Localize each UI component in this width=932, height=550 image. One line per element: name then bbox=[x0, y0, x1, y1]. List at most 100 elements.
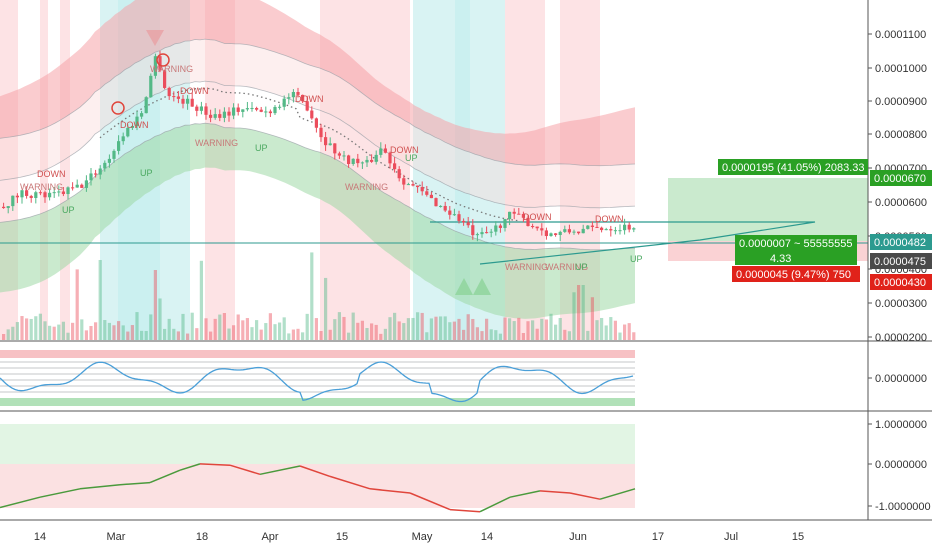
volume-bar bbox=[544, 319, 548, 340]
volume-bar bbox=[172, 328, 176, 340]
candle bbox=[347, 154, 351, 168]
ratio-label-bg bbox=[735, 251, 857, 265]
candle-body bbox=[429, 194, 433, 199]
candle-body bbox=[494, 225, 498, 232]
candle bbox=[153, 53, 157, 79]
volume-bar bbox=[489, 329, 493, 340]
candle-body bbox=[25, 190, 29, 196]
candle bbox=[204, 103, 208, 120]
position-tool[interactable] bbox=[0, 178, 868, 265]
volume-bar bbox=[149, 314, 153, 340]
volume-bar bbox=[558, 318, 562, 340]
candle-body bbox=[324, 137, 328, 146]
target-label-text: 0.0000195 (41.05%) 2083.33 bbox=[722, 162, 865, 174]
candle-body bbox=[618, 230, 622, 232]
candle bbox=[25, 186, 29, 199]
price-tick-label: 0.0000800 bbox=[875, 129, 927, 141]
profit-zone bbox=[668, 178, 868, 241]
candle bbox=[498, 223, 502, 233]
candle-body bbox=[15, 195, 19, 198]
trend-segment bbox=[509, 490, 541, 498]
candle bbox=[563, 225, 567, 233]
candle-body bbox=[397, 169, 401, 179]
up-label: UP bbox=[62, 205, 75, 215]
volume-bar bbox=[627, 323, 631, 340]
candle bbox=[144, 96, 148, 114]
candle bbox=[393, 157, 397, 173]
candle bbox=[360, 161, 364, 169]
candle bbox=[558, 230, 562, 242]
volume-bar bbox=[25, 318, 29, 340]
candle bbox=[374, 150, 378, 165]
candle-body bbox=[186, 98, 190, 104]
warning-label: WARNING bbox=[345, 182, 388, 192]
volume-bar bbox=[604, 325, 608, 340]
candle bbox=[535, 226, 539, 231]
volume-bar bbox=[632, 332, 636, 340]
candle-body bbox=[6, 206, 10, 209]
candle-body bbox=[475, 234, 479, 236]
trend-segment bbox=[569, 492, 601, 500]
candle bbox=[462, 218, 466, 226]
volume-bar bbox=[38, 313, 42, 340]
candle bbox=[305, 95, 309, 112]
trend-segment bbox=[229, 464, 261, 476]
volume-bar bbox=[264, 323, 268, 340]
candle bbox=[457, 210, 461, 224]
target-label: 0.0000195 (41.05%) 2083.33 bbox=[718, 159, 868, 175]
volume-bar bbox=[71, 322, 75, 340]
target-price-tag: 0.0000670 bbox=[870, 170, 932, 186]
volume-bar bbox=[232, 325, 236, 340]
candle-body bbox=[241, 109, 245, 112]
candle bbox=[572, 229, 576, 235]
volume-bar bbox=[126, 331, 130, 340]
candle-body bbox=[291, 91, 295, 98]
candle-body bbox=[75, 184, 79, 188]
oscillator-panel bbox=[0, 350, 635, 406]
candle bbox=[328, 137, 332, 146]
trend-tick-label: 0.0000000 bbox=[875, 459, 927, 471]
candle-body bbox=[567, 229, 571, 233]
candle-body bbox=[57, 191, 61, 193]
volume-bar bbox=[388, 317, 392, 340]
candle bbox=[333, 143, 337, 160]
candle bbox=[15, 193, 19, 204]
volume-bar bbox=[153, 270, 157, 340]
up-label: UP bbox=[255, 143, 268, 153]
candle-body bbox=[406, 184, 410, 186]
volume-bar bbox=[498, 333, 502, 340]
down-label: DOWN bbox=[37, 169, 66, 179]
time-tick-label: 15 bbox=[792, 531, 804, 543]
candle-body bbox=[521, 213, 525, 218]
candle-body bbox=[38, 192, 42, 194]
center-label: 0.0000007 ~ 55555555 bbox=[735, 235, 857, 251]
candle bbox=[176, 91, 180, 104]
trend-segment bbox=[599, 488, 636, 500]
volume-bar bbox=[61, 321, 65, 340]
candle-body bbox=[420, 187, 424, 192]
candle-body bbox=[512, 211, 516, 214]
candle-body bbox=[623, 224, 627, 231]
ratio-label-text: 4.33 bbox=[770, 253, 791, 265]
candle bbox=[112, 149, 116, 163]
candle bbox=[604, 227, 608, 231]
trend-segment bbox=[479, 496, 511, 513]
candle-body bbox=[590, 225, 594, 227]
stop-label-bg bbox=[732, 266, 860, 282]
candle-body bbox=[195, 106, 199, 111]
candle bbox=[618, 224, 622, 235]
target-price-tag-bg bbox=[870, 170, 932, 186]
candle-body bbox=[301, 94, 305, 102]
price-tags: 0.0000195 (41.05%) 2083.33 0.0000007 ~ 55… bbox=[718, 159, 932, 290]
candle-body bbox=[314, 118, 318, 128]
volume-bar bbox=[439, 316, 443, 340]
volume-bar bbox=[416, 312, 420, 340]
candle-body bbox=[94, 173, 98, 175]
candle bbox=[34, 190, 38, 204]
candle-body bbox=[236, 107, 240, 112]
volume-bar bbox=[586, 330, 590, 340]
osc-tick-label: 0.0000000 bbox=[875, 373, 927, 385]
candle-body bbox=[434, 198, 438, 207]
candle-body bbox=[581, 228, 585, 234]
